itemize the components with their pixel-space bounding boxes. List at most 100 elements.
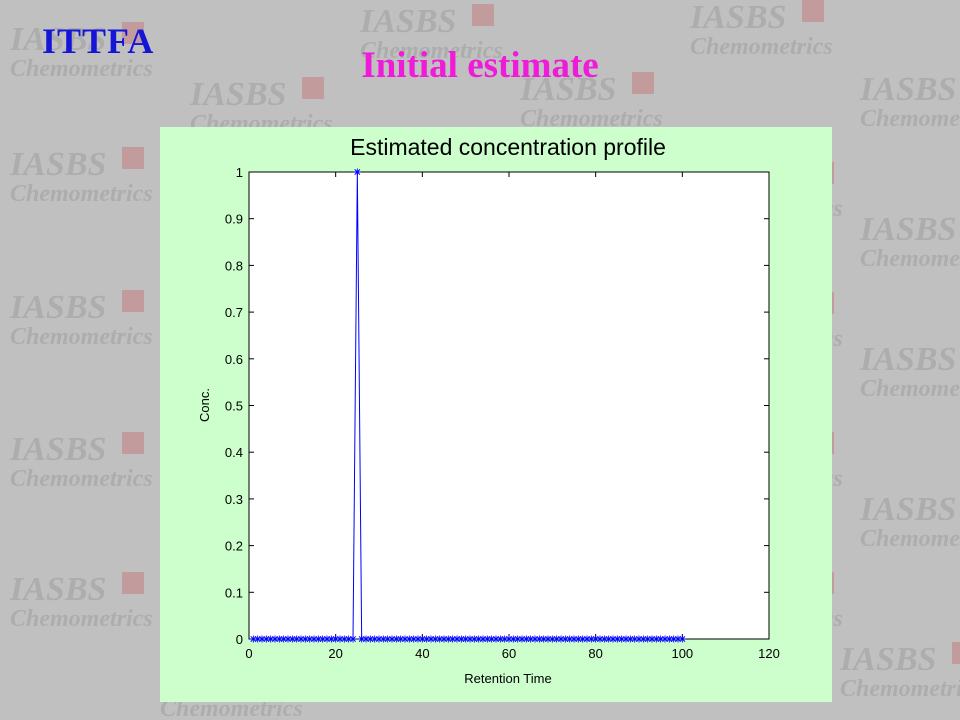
plot-area: [248, 171, 770, 640]
watermark-text: IASBS: [9, 431, 106, 468]
data-point-marker: [314, 635, 322, 643]
watermark-subtext: Chemometrics: [10, 324, 153, 350]
data-point-marker: [306, 635, 314, 643]
data-point-marker: [401, 635, 409, 643]
chart-panel: Estimated concentration profile 0 0.1 0.2 0…: [160, 127, 832, 702]
data-point-marker: [353, 168, 361, 176]
watermark-text: IASBS: [189, 76, 286, 113]
y-tick-label: 0.2: [225, 539, 243, 554]
data-point-marker: [483, 635, 491, 643]
watermark-subtext: Chemometrics: [360, 38, 503, 64]
data-point-marker: [280, 635, 288, 643]
data-point-marker: [332, 635, 340, 643]
watermark-logo-icon: [302, 77, 324, 99]
slide-label: ITTFA: [42, 21, 155, 61]
data-point-marker: [340, 635, 348, 643]
watermark-text: IASBS: [9, 21, 106, 58]
x-tick-label: 20: [328, 646, 342, 661]
watermark-logo-icon: [122, 432, 144, 454]
data-point-marker: [488, 635, 496, 643]
x-tick-label: 40: [415, 646, 429, 661]
data-point-marker: [392, 635, 400, 643]
series-layer: [249, 168, 686, 643]
data-point-marker: [557, 635, 565, 643]
data-point-marker: [431, 635, 439, 643]
watermark-logo-icon: [122, 572, 144, 594]
data-point-marker: [652, 635, 660, 643]
data-point-marker: [293, 635, 301, 643]
watermark-subtext: Chemometrics: [690, 34, 833, 60]
data-point-marker: [397, 635, 405, 643]
watermark-text: IASBS: [9, 571, 106, 608]
data-point-marker: [544, 635, 552, 643]
y-tick-label: 0.6: [225, 352, 243, 367]
data-point-marker: [631, 635, 639, 643]
data-point-marker: [349, 635, 357, 643]
x-axis-label: Retention Time: [464, 671, 551, 686]
data-point-marker: [661, 635, 669, 643]
y-tick-label: 0.7: [225, 305, 243, 320]
x-tick-label: 60: [502, 646, 516, 661]
watermark-text: IASBS: [359, 3, 456, 40]
watermark-text: IASBS: [859, 71, 956, 108]
y-tick-label: 0.5: [225, 399, 243, 414]
data-point-marker: [414, 635, 422, 643]
data-point-marker: [262, 635, 270, 643]
data-point-marker: [540, 635, 548, 643]
watermark-logo-icon: [952, 642, 960, 664]
watermark-subtext: Chemometrics: [10, 606, 153, 632]
watermark-subtext: Chemometrics: [860, 246, 960, 272]
watermark-logo-icon: [802, 0, 824, 22]
data-point-marker: [527, 635, 535, 643]
watermark-text: IASBS: [839, 641, 936, 678]
watermark-text: IASBS: [859, 341, 956, 378]
watermark-text: IASBS: [689, 0, 786, 36]
watermark-logo-icon: [122, 290, 144, 312]
y-tick-label: 0.8: [225, 258, 243, 273]
y-tick-label: 1: [236, 165, 243, 180]
watermark-text: IASBS: [859, 491, 956, 528]
data-point-marker: [271, 635, 279, 643]
x-tick-label: 0: [245, 646, 252, 661]
x-axis: 0 20 40 60 80 100 120: [245, 172, 780, 661]
watermark-text: IASBS: [519, 71, 616, 108]
watermark-logo-icon: [122, 22, 144, 44]
watermark-text: IASBS: [859, 211, 956, 248]
watermark-subtext: Chemometrics: [10, 56, 153, 82]
x-tick-label: 80: [588, 646, 602, 661]
watermark-subtext: Chemometrics: [860, 526, 960, 552]
x-tick-label: 100: [671, 646, 693, 661]
watermark-subtext: Chemometrics: [860, 106, 960, 132]
watermark-text: IASBS: [9, 146, 106, 183]
data-point-marker: [492, 635, 500, 643]
y-tick-label: 0.9: [225, 212, 243, 227]
data-point-marker: [362, 635, 370, 643]
watermark-text: IASBS: [9, 289, 106, 326]
data-point-marker: [678, 635, 686, 643]
data-point-marker: [566, 635, 574, 643]
watermark-logo-icon: [472, 4, 494, 26]
watermark-logo-icon: [122, 147, 144, 169]
watermark-subtext: Chemometrics: [860, 376, 960, 402]
y-tick-label: 0.3: [225, 492, 243, 507]
chart-title: Estimated concentration profile: [350, 134, 666, 160]
y-axis: 0 0.1 0.2 0.3 0.4 0.5 0.6 0.7 0.8 0.9 1: [225, 165, 769, 647]
watermark-subtext: Chemometrics: [10, 181, 153, 207]
watermark-logo-icon: [632, 72, 654, 94]
y-tick-label: 0.1: [225, 585, 243, 600]
slide-title: Initial estimate: [361, 45, 599, 86]
watermark-subtext: Chemometrics: [840, 676, 960, 702]
watermark-subtext: Chemometrics: [10, 466, 153, 492]
y-tick-label: 0.4: [225, 445, 243, 460]
